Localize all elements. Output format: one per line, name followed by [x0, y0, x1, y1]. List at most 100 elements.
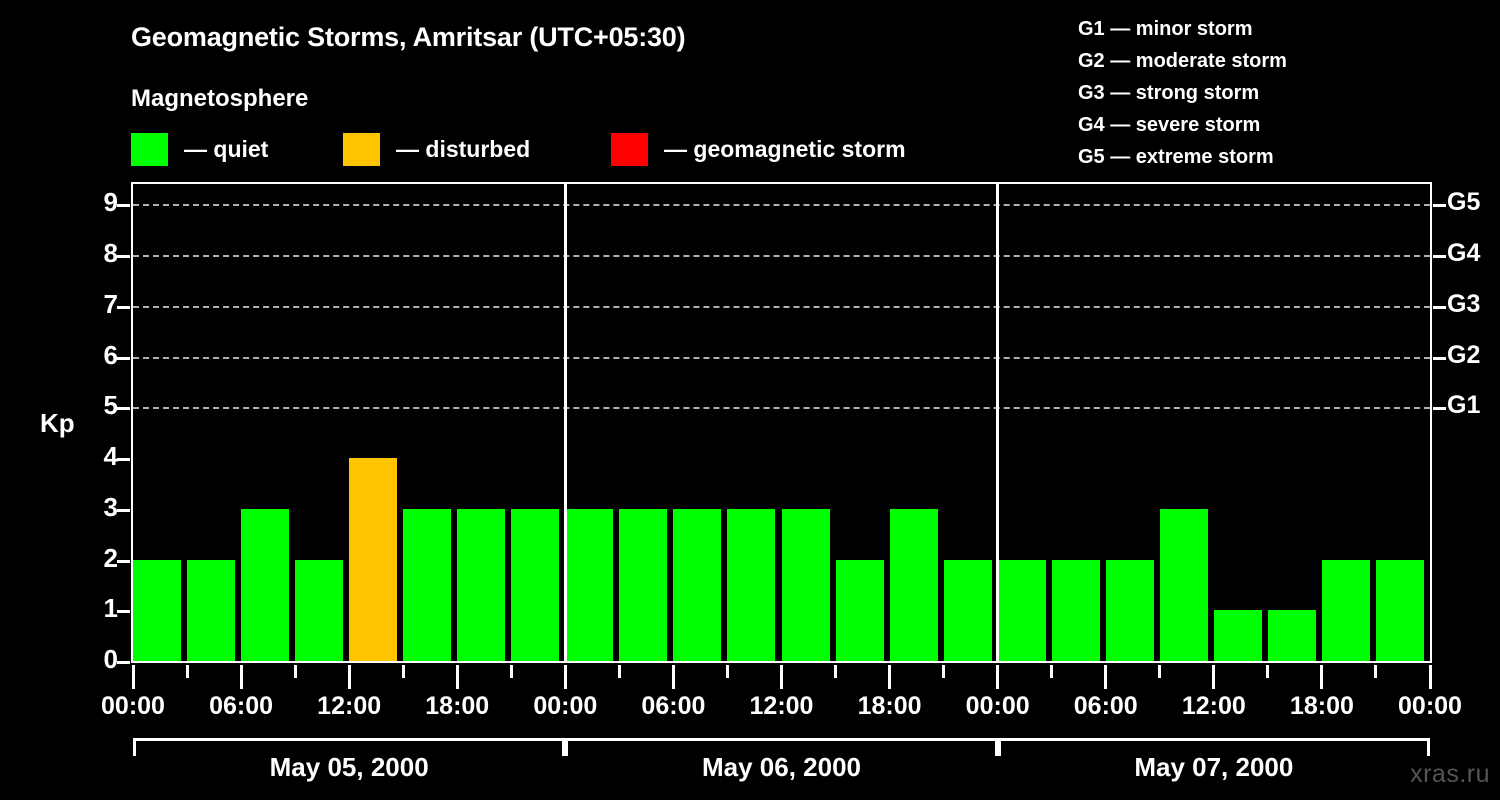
g-legend-item-4: G4 — severe storm: [1078, 114, 1261, 136]
x-tick-mark: [1104, 665, 1108, 689]
x-tick-mark: [617, 665, 621, 678]
x-tick-mark: [780, 665, 783, 689]
g-tick-mark: [1433, 407, 1446, 411]
x-tick-mark: [834, 665, 838, 678]
kp-bar: [133, 559, 182, 661]
y-axis-title: Kp: [40, 408, 75, 438]
y-tick-label: 1: [103, 593, 118, 624]
x-tick-mark: [1428, 665, 1432, 689]
date-bracket: [565, 738, 998, 756]
y-tick-mark: [117, 508, 130, 512]
legend-label: — quiet: [184, 135, 269, 162]
x-tick-label: 18:00: [857, 692, 922, 720]
y-tick-label: 3: [103, 491, 118, 522]
g-scale-legend: G1 — minor storm G2 — moderate storm G3 — …: [1078, 13, 1287, 173]
x-tick-mark: [1212, 665, 1216, 689]
kp-bar: [889, 508, 938, 661]
kp-bar: [673, 508, 722, 661]
g-tick-mark: [1433, 305, 1446, 309]
kp-bar: [835, 559, 884, 661]
date-bracket: [997, 738, 1430, 756]
x-tick-mark: [563, 665, 567, 689]
kp-bar: [1159, 508, 1208, 661]
kp-bar: [997, 559, 1046, 661]
kp-bar: [1105, 559, 1154, 661]
kp-bar: [403, 508, 452, 661]
x-tick-label: 18:00: [425, 692, 490, 720]
g-legend-item-1: G1 — minor storm: [1078, 18, 1253, 40]
g-tick-label-g2: G2: [1447, 340, 1481, 369]
x-tick-label: 00:00: [533, 692, 598, 720]
x-tick-label: 12:00: [749, 692, 814, 720]
x-tick-label: 12:00: [1181, 692, 1246, 720]
quiet-swatch-icon: [131, 132, 168, 166]
x-tick-label: 18:00: [1289, 692, 1354, 720]
g-legend-item-5: G5 — extreme storm: [1078, 146, 1274, 168]
g-tick-mark: [1433, 204, 1446, 208]
kp-bar: [241, 508, 290, 661]
y-tick-mark: [117, 255, 130, 259]
g-legend-item-2: G2 — moderate storm: [1078, 50, 1287, 72]
kp-bar: [1321, 559, 1370, 661]
y-tick-label: 7: [103, 288, 118, 319]
legend-entry-quiet: — quiet: [131, 131, 268, 167]
y-tick-mark: [117, 204, 130, 208]
x-tick-label: 12:00: [317, 692, 382, 720]
x-tick-mark: [1320, 665, 1324, 689]
legend-entry-disturbed: — disturbed: [343, 131, 530, 167]
y-tick-mark: [117, 458, 130, 462]
gridline-kp-6: [133, 356, 1430, 359]
watermark: xras.ru: [1410, 760, 1490, 788]
x-tick-mark: [671, 665, 675, 689]
page-title: Geomagnetic Storms, Amritsar (UTC+05:30): [131, 22, 686, 52]
day-divider: [563, 184, 567, 661]
y-tick-mark: [117, 610, 130, 614]
x-tick-mark: [347, 665, 351, 689]
g-tick-label-g4: G4: [1447, 239, 1481, 268]
kp-bar: [349, 458, 398, 661]
kp-bar: [295, 559, 344, 661]
y-tick-mark: [117, 559, 130, 563]
x-tick-mark: [888, 665, 892, 689]
x-tick-label: 00:00: [965, 692, 1030, 720]
kp-bar: [187, 559, 236, 661]
kp-bar: [727, 508, 776, 661]
x-tick-mark: [1158, 665, 1162, 678]
x-tick-mark: [996, 665, 1000, 689]
kp-bar: [1267, 610, 1316, 661]
x-tick-label: 00:00: [101, 692, 165, 720]
g-tick-mark: [1433, 255, 1446, 259]
kp-bar: [943, 559, 992, 661]
x-tick-mark: [942, 665, 946, 678]
chart-plot-area: [131, 182, 1432, 663]
legend-label: — geomagnetic storm: [664, 135, 906, 162]
y-tick-mark: [117, 356, 130, 360]
kp-bar: [1213, 610, 1262, 661]
gridline-kp-7: [133, 305, 1430, 308]
g-legend-item-3: G3 — strong storm: [1078, 82, 1260, 104]
storm-swatch-icon: [611, 132, 648, 166]
date-label: May 07, 2000: [1134, 752, 1294, 782]
y-tick-label: 5: [103, 390, 118, 421]
g-tick-label-g5: G5: [1447, 188, 1481, 217]
legend-label: — disturbed: [396, 135, 531, 162]
g-tick-label-g1: G1: [1447, 391, 1481, 420]
kp-bar: [457, 508, 506, 661]
x-tick-label: 06:00: [209, 692, 274, 720]
x-tick-mark: [401, 665, 405, 678]
day-divider: [996, 184, 1000, 661]
kp-bar: [565, 508, 614, 661]
x-tick-mark: [185, 665, 189, 678]
disturbed-swatch-icon: [343, 132, 380, 166]
kp-bar: [1375, 559, 1424, 661]
date-label: May 06, 2000: [701, 752, 862, 782]
x-tick-mark: [293, 665, 297, 678]
gridline-kp-8: [133, 255, 1430, 258]
y-tick-label: 9: [103, 187, 118, 218]
gridline-kp-5: [133, 407, 1430, 410]
x-tick-mark: [725, 665, 729, 678]
x-tick-mark: [131, 665, 135, 689]
gridline-kp-9: [133, 204, 1430, 207]
y-tick-mark: [117, 407, 130, 411]
section-label: Magnetosphere: [131, 85, 309, 112]
